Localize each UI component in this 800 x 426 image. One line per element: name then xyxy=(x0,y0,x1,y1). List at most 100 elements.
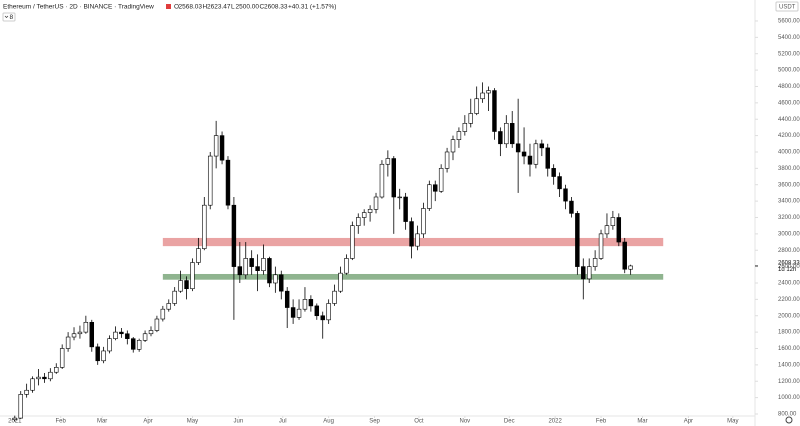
candle-body xyxy=(77,331,83,335)
candle-body xyxy=(136,340,142,350)
y-tick-label: 4200.00 xyxy=(778,133,800,139)
candle-body xyxy=(533,143,539,165)
candle-body xyxy=(267,258,272,284)
candle-body xyxy=(551,168,556,177)
candle-body xyxy=(178,280,183,292)
candle-body xyxy=(539,143,545,149)
candle-body xyxy=(592,258,598,267)
candle-body xyxy=(314,305,320,317)
y-tick-label: 5400.00 xyxy=(778,35,800,41)
candle-body xyxy=(527,155,533,165)
candle-body xyxy=(604,225,610,235)
x-tick-label: Oct xyxy=(414,419,424,425)
y-tick-label: 3800.00 xyxy=(778,166,800,172)
candle-body xyxy=(166,303,171,310)
x-tick-label: 2022 xyxy=(548,419,562,425)
candle-body xyxy=(290,307,296,318)
ohlc-key: L xyxy=(231,4,235,11)
zone xyxy=(162,273,664,280)
candle-body xyxy=(456,131,462,140)
candle-body xyxy=(586,266,592,280)
x-tick-label: May xyxy=(727,419,738,425)
candle-body xyxy=(521,151,527,157)
y-tick-label: 2200.00 xyxy=(778,297,800,303)
candle-body xyxy=(616,217,622,243)
candle-body xyxy=(190,262,195,290)
candle-body xyxy=(509,123,515,145)
y-tick-label: 3000.00 xyxy=(778,231,800,237)
candle-body xyxy=(24,389,29,395)
y-tick-label: 3200.00 xyxy=(778,215,800,221)
y-tick-label: 800.00 xyxy=(778,412,797,418)
candle-body xyxy=(202,204,207,249)
x-tick-label: Mar xyxy=(637,419,647,425)
x-tick-label: Apr xyxy=(684,419,693,425)
countdown: 1d 12h xyxy=(778,267,796,273)
candle-body xyxy=(581,266,586,280)
x-tick-label: Jun xyxy=(233,419,243,425)
candle-body xyxy=(101,350,106,362)
candle-body xyxy=(486,90,491,94)
candle-body xyxy=(125,333,130,339)
ohlc-value: 2500.00 xyxy=(236,4,260,11)
candle-body xyxy=(95,346,100,362)
candle-body xyxy=(480,92,485,100)
candle-body xyxy=(438,168,444,192)
candle-body xyxy=(326,303,331,321)
y-tick-label: 3600.00 xyxy=(778,182,800,188)
candle-body xyxy=(308,299,314,307)
candle-body xyxy=(338,272,343,292)
last-price-label: 2608.33 xyxy=(778,261,800,267)
candle-body xyxy=(237,266,243,276)
y-tick-label: 1400.00 xyxy=(778,362,800,368)
candle-body xyxy=(628,265,633,270)
candle-body xyxy=(492,90,497,132)
candle-body xyxy=(273,274,278,284)
candle-body xyxy=(48,371,53,380)
y-tick-label: 5200.00 xyxy=(778,51,800,57)
ohlc-key: C xyxy=(260,4,265,11)
settings-button[interactable] xyxy=(785,416,793,424)
candle-body xyxy=(385,158,391,165)
candle-body xyxy=(415,233,420,247)
candle-body xyxy=(409,221,414,247)
currency-button[interactable]: USDT xyxy=(775,1,799,12)
candle-body xyxy=(119,331,124,335)
candle-body xyxy=(468,113,473,124)
candle-body xyxy=(107,338,112,352)
candle-body xyxy=(131,338,136,350)
ohlc-value: 2568.03 xyxy=(179,4,203,11)
candle-body xyxy=(231,204,237,267)
candle-body xyxy=(557,176,562,190)
candle-body xyxy=(261,258,266,272)
candle-body xyxy=(148,330,154,335)
candle-body xyxy=(54,367,59,373)
candle-body xyxy=(421,208,426,235)
x-tick-label: Nov xyxy=(460,419,471,425)
indicators-toggle[interactable]: 8 xyxy=(2,12,16,22)
header: Ethereum / TetherUS · 2D · BINANCE · Tra… xyxy=(3,4,336,11)
candle-body xyxy=(622,241,627,270)
candle-body xyxy=(89,321,95,348)
currency-label: USDT xyxy=(779,4,796,10)
candle-body xyxy=(207,155,213,206)
settings-icon xyxy=(785,416,793,424)
candle-body xyxy=(18,394,23,419)
y-tick-label: 5600.00 xyxy=(778,19,800,25)
x-tick-label: Aug xyxy=(323,419,334,425)
x-tick-label: Dec xyxy=(504,419,515,425)
y-tick-label: 3400.00 xyxy=(778,199,800,205)
candle-body xyxy=(610,217,616,226)
candle-body xyxy=(219,135,225,161)
candle-body xyxy=(196,248,201,263)
candle-body xyxy=(403,196,408,222)
candle-body xyxy=(367,208,373,213)
candle-body xyxy=(243,258,248,276)
y-tick-label: 5000.00 xyxy=(778,68,800,74)
y-tick-label: 4000.00 xyxy=(778,150,800,156)
y-tick-label: 2400.00 xyxy=(778,281,800,287)
candle-body xyxy=(373,196,379,210)
ohlc-key: H xyxy=(203,4,208,11)
y-tick-label: 2800.00 xyxy=(778,248,800,254)
